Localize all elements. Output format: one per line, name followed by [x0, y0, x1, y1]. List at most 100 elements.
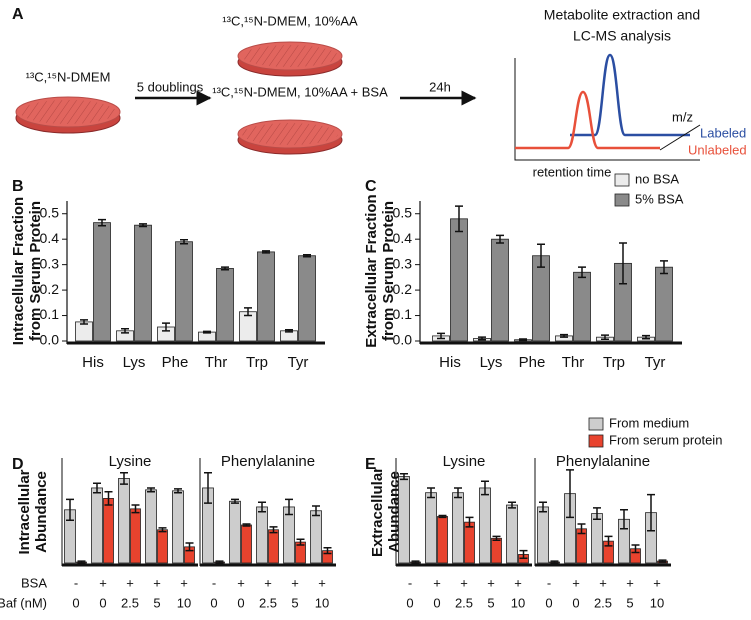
bar — [241, 524, 252, 564]
error-bar — [180, 238, 188, 245]
x-tick-label: Phe — [162, 354, 189, 371]
error-bar — [593, 507, 601, 521]
error-bar — [560, 333, 568, 338]
error-bar — [578, 266, 586, 279]
y-tick-label: 0.5 — [40, 204, 60, 220]
x-tick-label: + — [599, 575, 607, 590]
error-bar — [77, 560, 86, 564]
error-bar — [492, 535, 501, 541]
error-bar — [269, 526, 278, 534]
x-tick-label: Lys — [480, 354, 503, 371]
error-bar — [496, 234, 504, 244]
axis-label: retention time — [533, 164, 612, 179]
bar — [450, 218, 468, 342]
bar — [93, 222, 111, 342]
error-bar — [185, 542, 194, 552]
labeled-trace — [570, 53, 690, 137]
bar — [425, 492, 437, 564]
x-tick-label: 5 — [291, 595, 298, 610]
bar — [216, 268, 234, 342]
error-bar — [174, 488, 182, 494]
bar — [229, 500, 241, 564]
axis-label: m/z — [672, 109, 693, 124]
step-label: 24h — [429, 79, 451, 94]
error-bar — [98, 218, 106, 227]
dish — [15, 96, 121, 134]
error-bar — [139, 223, 147, 228]
x-tick-label: His — [439, 354, 461, 371]
subplot-title: Lysine — [109, 453, 152, 470]
unlabeled-trace — [515, 90, 660, 150]
x-tick-label: Thr — [562, 354, 585, 371]
legend-label: From medium — [609, 415, 689, 430]
bar — [175, 241, 193, 342]
step-label: 5 doublings — [137, 79, 204, 94]
error-bar — [104, 491, 113, 506]
error-bar — [258, 501, 266, 513]
bar — [75, 321, 93, 342]
panel-label: C — [365, 178, 377, 195]
x-tick-label: + — [514, 575, 522, 590]
y-axis-label: Extracellular — [369, 467, 386, 557]
error-bar — [519, 549, 528, 559]
y-tick-label: 0.2 — [393, 281, 413, 297]
dish — [237, 41, 343, 77]
panel-label: B — [12, 178, 24, 195]
error-bar — [539, 501, 547, 513]
y-axis-label: from Serum Protein — [380, 201, 397, 341]
y-axis-label: Intracellular Fraction — [10, 197, 27, 345]
bar — [157, 529, 168, 564]
medium-label: ¹³C,¹⁵N-DMEM — [26, 69, 111, 84]
x-tick-label: 2.5 — [121, 595, 139, 610]
x-tick-label: 0 — [99, 595, 106, 610]
x-tick-label: Trp — [246, 354, 268, 371]
bar — [118, 478, 130, 564]
error-bar — [231, 498, 239, 504]
error-bar — [604, 535, 613, 547]
analysis-title: LC-MS analysis — [573, 28, 671, 44]
x-tick-label: + — [126, 575, 134, 590]
bar — [537, 506, 549, 564]
x-tick-label: 2.5 — [259, 595, 277, 610]
bar — [145, 489, 157, 564]
error-bar — [647, 493, 655, 532]
bar — [573, 271, 591, 342]
subplot-title: Phenylalanine — [221, 453, 315, 470]
panel-a: A ¹³C,¹⁵N-DMEM 5 doublings ¹³C,¹⁵N-DMEM,… — [12, 6, 747, 179]
error-bar — [242, 523, 251, 527]
x-tick-label: 0 — [545, 595, 552, 610]
analysis-title: Metabolite extraction and — [544, 7, 700, 23]
x-tick-label: - — [408, 575, 412, 590]
error-bar — [93, 482, 101, 494]
legend-swatch — [614, 173, 630, 187]
x-tick-label: - — [547, 575, 551, 590]
y-tick-label: 0.1 — [393, 306, 413, 322]
row-label: Baf (nM) — [0, 595, 47, 610]
y-tick-label: 0.0 — [393, 332, 413, 348]
error-bar — [508, 501, 516, 509]
error-bar — [120, 472, 128, 485]
error-bar — [411, 560, 420, 564]
error-bar — [601, 334, 609, 340]
error-bar — [620, 509, 628, 530]
panel-label: E — [365, 456, 376, 473]
legend-swatch — [614, 193, 630, 207]
bar — [437, 516, 448, 564]
bar — [491, 238, 509, 342]
error-bar — [631, 544, 640, 554]
x-tick-label: 10 — [650, 595, 664, 610]
y-axis-label: Intracellular — [16, 469, 33, 554]
error-bar — [438, 514, 447, 519]
bar — [310, 510, 322, 564]
error-bar — [566, 469, 574, 519]
x-tick-label: 2.5 — [594, 595, 612, 610]
error-bar — [262, 250, 270, 254]
bar — [298, 255, 316, 342]
chromatogram-axes — [514, 58, 700, 161]
x-tick-label: 10 — [177, 595, 191, 610]
legend-label: no BSA — [635, 171, 679, 186]
bar — [452, 492, 464, 564]
error-bar — [131, 504, 140, 514]
x-tick-label: 5 — [626, 595, 633, 610]
